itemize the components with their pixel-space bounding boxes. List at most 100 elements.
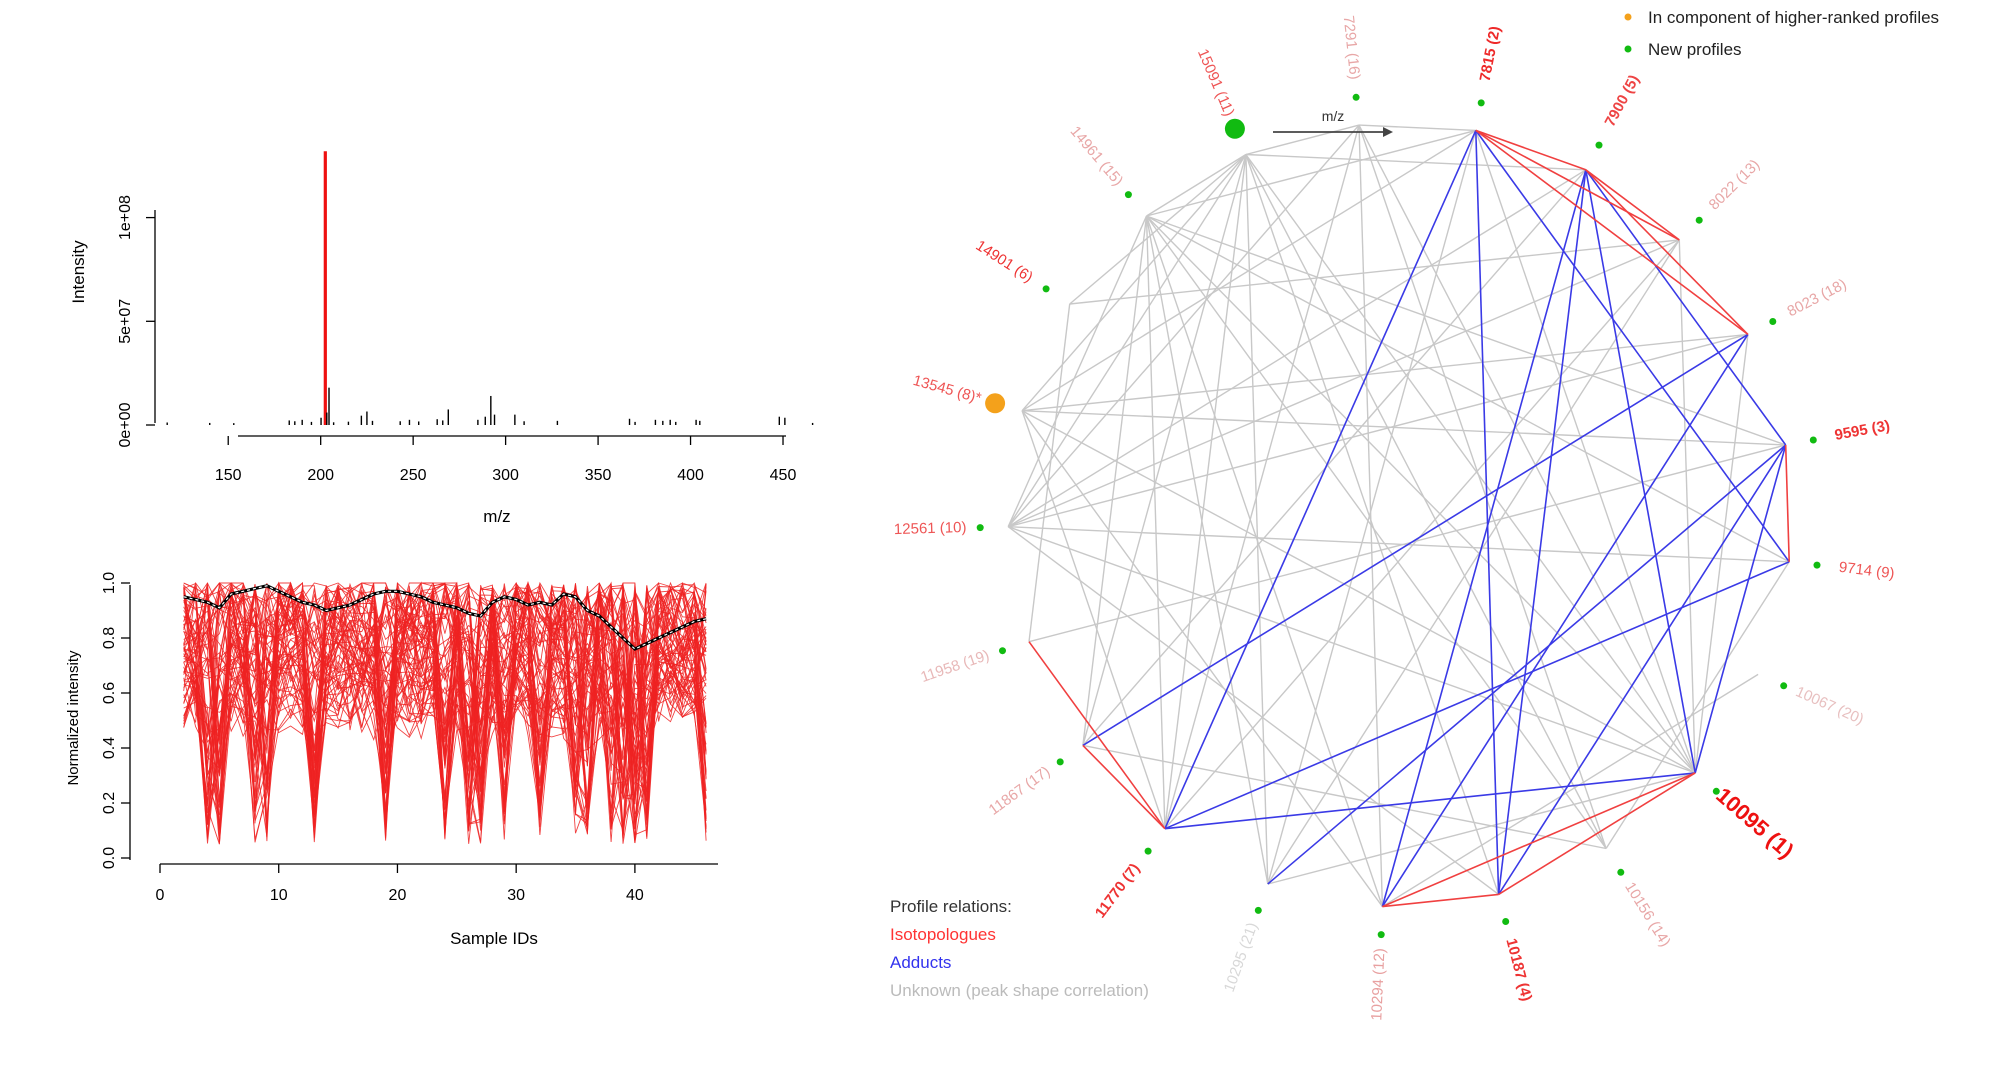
edge-unk xyxy=(1245,154,1500,895)
node-label: 8022 (13) xyxy=(1706,156,1764,213)
node-dot xyxy=(1502,918,1510,925)
node-label: 10294 (12) xyxy=(1368,948,1388,1021)
edge-unk xyxy=(1267,239,1680,885)
legend-label: New profiles xyxy=(1648,40,1742,59)
mass-spectrum-chart: 150 200 250 300 350 400 450 0e+00 5e+07 1e+08 m/… xyxy=(69,151,814,526)
profile-line xyxy=(183,583,707,829)
edge-add xyxy=(1585,169,1696,774)
edge-unk xyxy=(1146,215,1696,774)
arrow-label: m/z xyxy=(1322,108,1345,124)
profile-line xyxy=(183,582,707,841)
spectrum-x-tick-label: 300 xyxy=(492,467,519,484)
node-label: 11867 (17) xyxy=(986,763,1054,819)
edge-iso xyxy=(1475,129,1587,171)
node-dot xyxy=(1813,561,1821,569)
profiles-y-tick-label: 0.6 xyxy=(101,682,118,704)
spectrum-x-tick-label: 400 xyxy=(677,467,704,484)
edge-iso xyxy=(1382,772,1696,908)
node-dot xyxy=(1477,99,1485,107)
edge-unk xyxy=(1146,215,1790,563)
isotopologue-edges xyxy=(1028,129,1790,908)
spectrum-peaks xyxy=(166,151,814,425)
edge-unk xyxy=(1021,154,1247,412)
profiles-x-tick-label: 40 xyxy=(626,887,644,904)
spectrum-y-tick-label: 0e+00 xyxy=(117,402,134,447)
node-label: 9595 (3) xyxy=(1833,417,1891,444)
edge-unk xyxy=(1008,333,1749,528)
profiles-y-tick-label: 0.2 xyxy=(101,792,118,814)
edge-unk xyxy=(1145,215,1166,829)
edge-add xyxy=(1082,333,1749,747)
node-dot xyxy=(1617,868,1625,876)
edge-unk xyxy=(1022,410,1786,446)
node-dot xyxy=(1352,93,1360,101)
edge-unk xyxy=(1164,124,1360,829)
edge-unk xyxy=(1245,154,1607,849)
edge-add xyxy=(1381,333,1749,908)
intensity-profiles-chart: 0 10 20 30 40 0.00.20.40.60.81.0 Sample IDs … xyxy=(65,572,718,948)
edge-unk xyxy=(1245,124,1360,156)
edge-add xyxy=(1497,169,1587,895)
profiles-x-ticks: 0 10 20 30 40 xyxy=(156,864,644,904)
edge-iso xyxy=(1585,169,1680,241)
unknown-edges xyxy=(1007,124,1790,908)
relation-legend-item: Isotopologues xyxy=(890,925,996,944)
edge-unk xyxy=(1267,772,1696,885)
profiles-x-tick-label: 10 xyxy=(270,887,288,904)
edge-unk xyxy=(1069,153,1247,305)
spectrum-x-tick-label: 200 xyxy=(307,467,334,484)
edge-add xyxy=(1585,169,1787,446)
node-dot xyxy=(1144,847,1152,855)
edge-unk xyxy=(1145,215,1384,907)
edge-unk xyxy=(1007,215,1148,527)
node-label: 10187 (4) xyxy=(1502,937,1535,1003)
node-dots xyxy=(976,93,1821,939)
profiles-y-axis-title: Normalized intensity xyxy=(65,650,82,786)
edge-unk xyxy=(1164,239,1680,830)
node-legend: In component of higher-ranked profiles Ne… xyxy=(1624,8,1939,59)
edge-unk xyxy=(1082,169,1587,746)
spectrum-x-tick-label: 450 xyxy=(770,467,797,484)
edge-unk xyxy=(1382,673,1759,908)
edge-add xyxy=(1267,444,1787,885)
edge-unk xyxy=(1605,561,1790,849)
edge-unk xyxy=(1146,153,1247,217)
profiles-x-tick-label: 0 xyxy=(156,887,165,904)
profiles-x-tick-label: 30 xyxy=(507,887,525,904)
edge-unk xyxy=(1007,169,1587,528)
node-dot xyxy=(1769,318,1777,325)
profiles-y-ticks: 0.0 0.2 0.4 0.6 0.8 1.0 xyxy=(101,572,130,869)
edge-add xyxy=(1497,444,1787,895)
profile-line xyxy=(183,581,707,826)
node-label: 8023 (18) xyxy=(1785,276,1850,321)
legend-swatch xyxy=(1624,13,1632,21)
node-label: 10067 (20) xyxy=(1793,683,1866,728)
profiles-y-tick-label: 0.8 xyxy=(101,627,118,649)
profiles-x-axis-title: Sample IDs xyxy=(450,929,538,948)
node-dot xyxy=(1780,682,1788,690)
edge-add xyxy=(1164,130,1477,830)
edge-add xyxy=(1164,561,1790,830)
edge-unk xyxy=(1358,124,1607,849)
adduct-edges xyxy=(1082,129,1790,908)
edge-unk xyxy=(1021,410,1166,829)
edge-add xyxy=(1694,444,1787,774)
edge-unk xyxy=(1694,334,1749,773)
profiles-y-tick-label: 1.0 xyxy=(101,572,118,594)
edge-unk xyxy=(1146,129,1476,217)
node-dot xyxy=(1695,216,1703,224)
node-label: 7900 (5) xyxy=(1602,72,1643,129)
relation-legend-item: Unknown (peak shape correlation) xyxy=(890,981,1149,1000)
spectrum-y-axis-title: Intensity xyxy=(69,240,88,304)
spectrum-y-tick-label: 5e+07 xyxy=(117,299,134,344)
node-label: 9714 (9) xyxy=(1838,559,1896,583)
edge-add xyxy=(1381,169,1587,907)
edge-unk xyxy=(1145,215,1269,885)
edge-iso xyxy=(1028,641,1166,830)
node-dot xyxy=(1595,141,1603,149)
edge-unk xyxy=(1358,124,1476,132)
profiles-y-tick-label: 0.0 xyxy=(101,847,118,869)
spectrum-y-ticks: 0e+00 5e+07 1e+08 xyxy=(117,195,155,447)
node-label: 14901 (6) xyxy=(973,237,1036,286)
